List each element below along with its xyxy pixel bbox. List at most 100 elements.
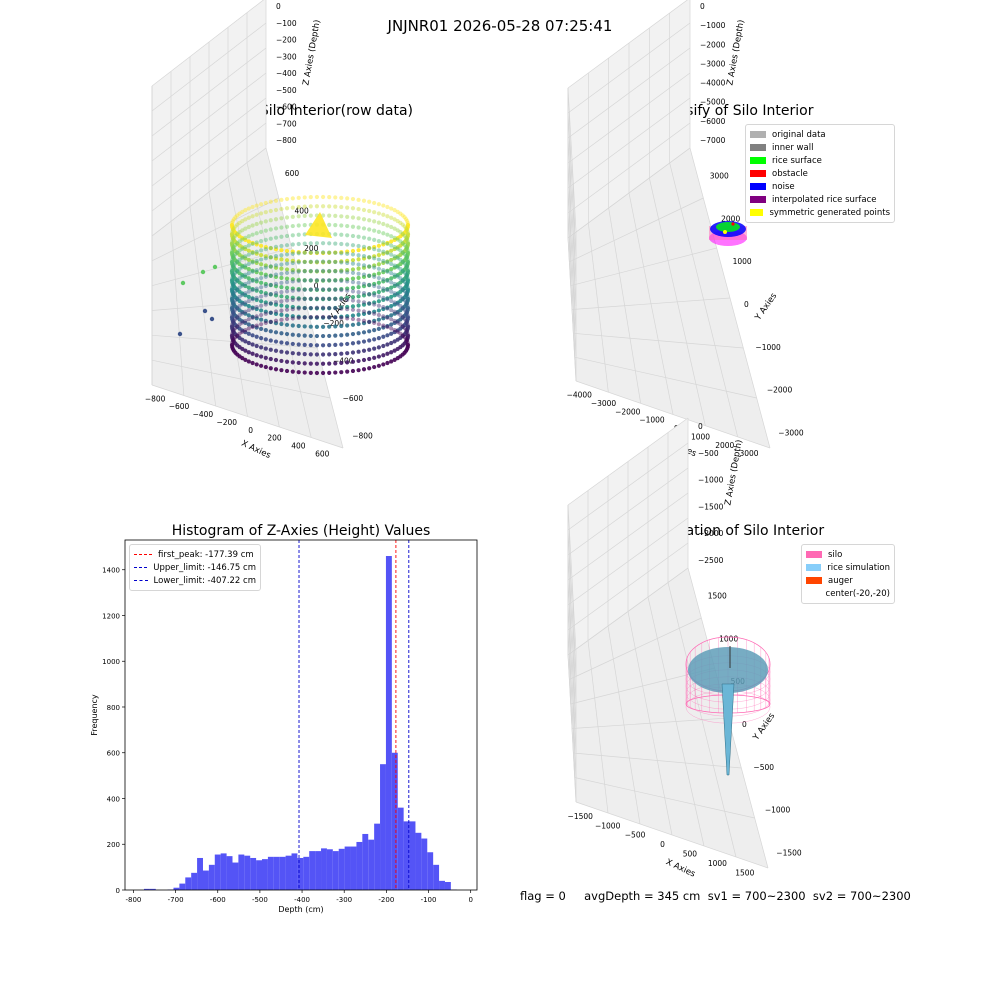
p1-point (345, 196, 350, 201)
p1-point (372, 254, 377, 259)
p1-point (405, 274, 410, 279)
histogram-xtick-label: -600 (210, 896, 226, 904)
p1-point (367, 245, 372, 251)
p1-point (240, 300, 245, 305)
p1-point (302, 250, 307, 255)
p1-point (320, 287, 326, 292)
p1-point (398, 266, 403, 272)
legend-label: inner wall (772, 142, 814, 153)
p1-point (345, 286, 350, 291)
p1-point (392, 302, 397, 307)
p1-point (339, 204, 344, 210)
p1-point (246, 307, 251, 313)
p2-pane-floor (568, 148, 770, 448)
p1-point (405, 313, 410, 318)
p1-point (403, 290, 409, 296)
p1-point (302, 268, 307, 274)
p1-point (345, 316, 350, 321)
p1-point (284, 331, 290, 337)
p1-point (398, 313, 403, 318)
p4-grid (567, 654, 577, 803)
p1-point (314, 287, 320, 292)
p1-point (279, 340, 284, 345)
p1-point (240, 319, 245, 324)
p1-point (320, 296, 326, 301)
p1-point (395, 328, 400, 333)
p1-point (233, 215, 238, 220)
p1-point (400, 297, 405, 302)
p1-point (273, 320, 279, 326)
p1-point (279, 290, 284, 295)
p1-point (250, 297, 255, 302)
p1-outlier (180, 280, 186, 286)
histogram-bar (173, 887, 180, 890)
p1-point (405, 319, 410, 324)
p1-point (259, 299, 264, 304)
p1-point (400, 241, 405, 246)
p1-point (230, 307, 235, 313)
histogram-bar (321, 848, 327, 890)
p1-point (350, 322, 356, 327)
p1-point (230, 265, 235, 270)
p1-point (398, 229, 403, 235)
p1-point (296, 306, 301, 311)
p1-point (250, 315, 255, 320)
p1-point (403, 309, 409, 314)
p2-ztick: 0 (700, 2, 705, 11)
p1-point (350, 298, 356, 303)
p1-point (356, 303, 361, 308)
p1-point (250, 214, 255, 219)
p1-grid (151, 359, 331, 399)
p1-point (405, 236, 410, 241)
p1-point (405, 337, 410, 342)
p1-point (389, 234, 394, 239)
p1-point (273, 235, 279, 240)
p1-point (314, 352, 320, 357)
p2-noise (710, 221, 746, 237)
p1-point (246, 267, 251, 272)
p4-ztick: −1000 (698, 476, 724, 485)
p1-point (356, 299, 361, 304)
p1-point (400, 269, 405, 274)
p2-grid (628, 192, 674, 415)
p1-point (254, 268, 259, 273)
p1-point (320, 287, 326, 293)
p1-point (367, 319, 372, 325)
p1-point (279, 280, 284, 286)
p1-point (405, 331, 410, 336)
p1-point (403, 228, 409, 233)
p1-point (333, 305, 338, 311)
p2-grid (567, 212, 577, 357)
p1-point (268, 208, 273, 214)
legend-label: rice surface (772, 155, 822, 166)
p1-top-cone (305, 212, 332, 238)
p1-point (389, 313, 394, 318)
p1-point (403, 284, 409, 289)
p1-point (367, 329, 372, 334)
p1-point (350, 270, 356, 275)
p1-point (246, 280, 251, 285)
p1-point (376, 299, 381, 304)
p1-point (235, 259, 240, 264)
p1-point (230, 255, 235, 261)
p1-grid (151, 147, 267, 237)
p1-point (385, 204, 390, 210)
p1-point (339, 305, 344, 310)
histogram-bar (256, 860, 263, 890)
histogram-bar (297, 857, 304, 890)
p1-xtick: −600 (169, 402, 190, 411)
p1-point (235, 306, 240, 311)
p1-point (268, 338, 273, 343)
p1-point (231, 284, 237, 289)
p1-point (333, 306, 338, 311)
p2-xtick: −3000 (591, 399, 617, 408)
p1-point (395, 337, 400, 342)
p1-point (284, 368, 290, 374)
p1-point (345, 360, 350, 365)
p4-grid (667, 582, 737, 858)
p1-point (233, 325, 238, 331)
p1-point (350, 289, 356, 294)
p2-grid (567, 0, 688, 89)
p1-point (237, 354, 242, 359)
histogram-ytick-label: 1400 (102, 567, 120, 575)
